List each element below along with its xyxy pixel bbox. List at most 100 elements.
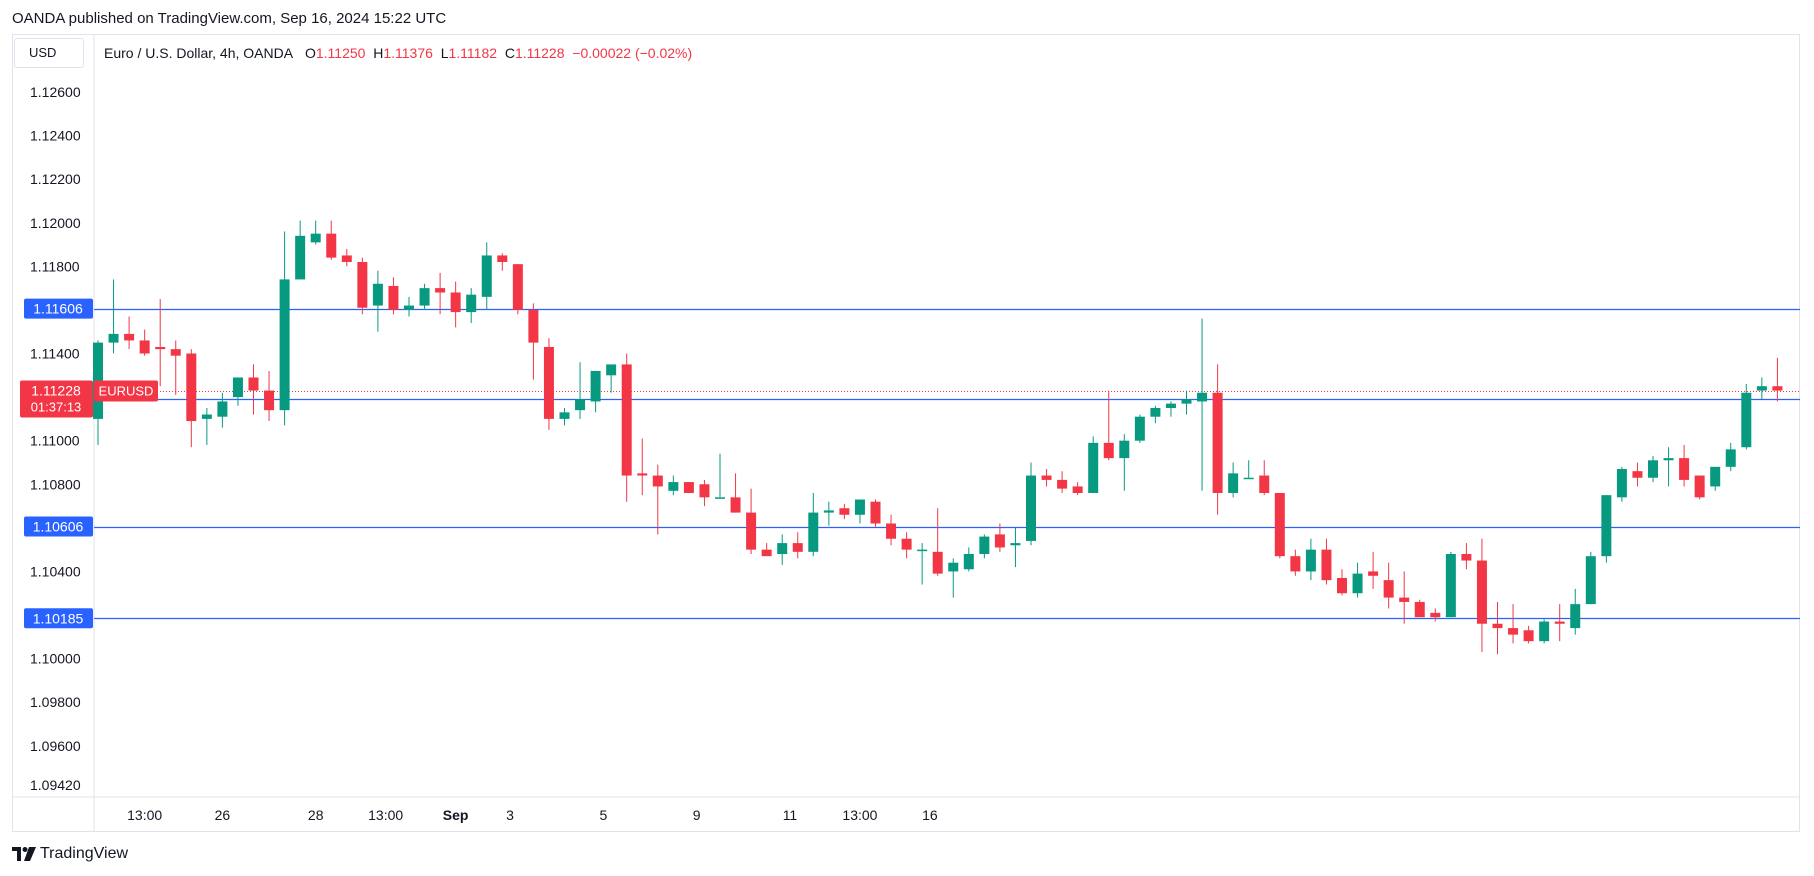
candle-body	[170, 349, 181, 356]
candle-body	[1352, 573, 1363, 594]
y-tick-label: 1.10800	[30, 476, 81, 492]
legend-symbol: Euro / U.S. Dollar, 4h, OANDA	[104, 45, 294, 61]
candle-body	[1663, 458, 1674, 461]
legend-open-label: O	[304, 45, 316, 61]
candle-body	[1772, 386, 1783, 391]
x-tick-label: 9	[693, 807, 701, 823]
y-tick-label: 1.12200	[30, 171, 81, 187]
candle-body	[419, 288, 430, 306]
legend-open-value: 1.11250	[315, 45, 366, 61]
y-tick-label: 1.09800	[30, 694, 81, 710]
candle-body	[1523, 630, 1534, 642]
candle-body	[559, 412, 570, 419]
candle-body	[1694, 475, 1705, 498]
candle-body	[761, 549, 772, 557]
symbol-badge	[94, 380, 158, 402]
level-label: 1.10185	[33, 610, 84, 626]
candle-body	[1554, 621, 1565, 624]
x-tick-label: 26	[215, 807, 231, 823]
candle-body	[792, 543, 803, 552]
candle-body	[1710, 466, 1721, 487]
candle-body	[854, 499, 865, 515]
candle-body	[372, 283, 383, 306]
candle-body	[637, 473, 648, 476]
candle-body	[1368, 571, 1379, 576]
candle-body	[1756, 386, 1767, 391]
candle-body	[435, 288, 446, 293]
candle-body	[777, 543, 788, 554]
legend-close-label: C	[504, 45, 515, 61]
candle-body	[668, 482, 679, 491]
candle-body	[1321, 549, 1332, 581]
y-tick-label: 1.11400	[30, 346, 80, 362]
candle-body	[948, 562, 959, 572]
x-tick-label: 16	[922, 807, 938, 823]
candle-body	[139, 340, 150, 354]
symbol-legend: Euro / U.S. Dollar, 4h, OANDA O1.11250 H…	[104, 45, 692, 61]
candle-body	[1150, 407, 1161, 417]
candle-body	[683, 482, 694, 493]
candle-body	[1197, 392, 1208, 402]
candle-body	[1476, 560, 1487, 624]
candle-body	[1399, 597, 1410, 602]
candle-body	[1181, 399, 1192, 404]
currency-selector[interactable]: USD	[14, 38, 84, 68]
candle-body	[979, 536, 990, 554]
level-label-bg	[24, 608, 93, 629]
y-tick-label: 1.11800	[30, 258, 80, 274]
candle-body	[699, 484, 710, 498]
last-price-value: 1.11228	[31, 383, 81, 399]
candle-body	[388, 285, 399, 310]
publisher-line: OANDA published on TradingView.com, Sep …	[12, 10, 447, 27]
candle-body	[963, 554, 974, 570]
candle-body	[1445, 554, 1456, 618]
candle-body	[1103, 442, 1114, 459]
candle-body	[512, 264, 523, 310]
candle-body	[1461, 554, 1472, 561]
x-tick-label: 11	[783, 807, 798, 823]
y-tick-label: 1.10000	[30, 651, 81, 667]
candle-body	[886, 523, 897, 539]
candle-body	[1041, 475, 1052, 480]
candle-body	[341, 255, 352, 262]
candle-body	[497, 255, 508, 262]
candle-body	[1741, 392, 1752, 448]
candle-body	[450, 292, 461, 313]
candle-body	[715, 497, 725, 499]
candle-body	[1601, 495, 1612, 557]
candle-body	[1228, 473, 1239, 493]
candle-body	[1259, 475, 1270, 493]
candle-body	[155, 346, 166, 350]
candle-body	[232, 377, 243, 398]
legend-high-label: H	[373, 45, 384, 61]
candle-body	[746, 512, 757, 550]
y-tick-label: 1.12400	[30, 128, 81, 144]
candle-body	[575, 399, 586, 411]
candle-body	[1274, 492, 1285, 557]
candle-body	[1539, 621, 1550, 642]
symbol-badge-text: EURUSD	[99, 384, 154, 399]
candle-body	[1072, 486, 1083, 493]
candle-body	[124, 333, 135, 341]
y-tick-label: 1.10400	[30, 563, 81, 579]
candle-body	[1026, 475, 1036, 541]
candle-body	[1134, 416, 1145, 441]
candle-body	[1305, 549, 1316, 572]
tradingview-logo[interactable]: TradingView	[12, 845, 128, 863]
candle-body	[590, 370, 601, 402]
x-tick-label: 13:00	[842, 807, 877, 823]
tradingview-logo-icon	[12, 847, 36, 861]
candle-body	[1057, 479, 1068, 489]
candle-body	[621, 364, 632, 476]
candle-body	[1632, 471, 1643, 478]
candle-body	[1492, 623, 1503, 629]
candle-body	[108, 333, 119, 343]
candle-body	[528, 309, 539, 343]
y-tick-label: 1.11000	[30, 433, 80, 449]
chart-frame	[12, 34, 1800, 832]
level-label: 1.10606	[33, 519, 84, 535]
candle-body	[264, 390, 275, 411]
candle-body	[606, 364, 617, 376]
candle-body	[543, 346, 554, 419]
